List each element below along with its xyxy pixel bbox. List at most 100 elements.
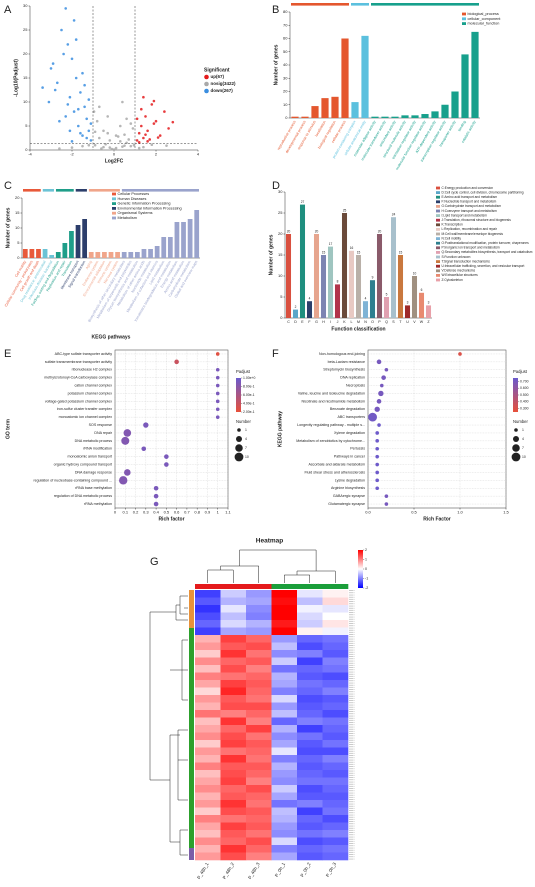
x-tick-label: F xyxy=(308,320,311,324)
dot xyxy=(153,485,159,491)
y-tick-label: 0 xyxy=(17,255,20,260)
heatmap-cell xyxy=(297,852,323,861)
y-axis-label: Number of genes xyxy=(273,44,279,85)
y-tick-label: Fluid shear stress and atherosclerosis xyxy=(304,470,365,474)
heatmap-cell xyxy=(220,695,247,703)
point xyxy=(87,129,91,133)
x-tick-label: E xyxy=(301,320,304,324)
heatmap-cell xyxy=(322,800,349,808)
x-tick-label: 1 xyxy=(217,510,220,515)
panel-label: C xyxy=(4,180,12,192)
bar xyxy=(148,249,153,258)
point xyxy=(108,139,112,142)
dot xyxy=(375,439,380,443)
legend-swatch xyxy=(436,209,440,213)
heatmap-cell xyxy=(246,807,272,816)
heatmap-cell xyxy=(322,717,349,726)
bar xyxy=(82,219,88,258)
point xyxy=(74,76,78,80)
bar xyxy=(441,104,449,118)
y-tick-label: rRNA methylation xyxy=(84,502,112,506)
column-label: P_48h_1 xyxy=(196,861,210,880)
bar xyxy=(397,255,404,318)
heatmap-cell xyxy=(322,762,349,771)
heatmap-cell xyxy=(220,807,247,816)
x-tick-label: 0.0 xyxy=(365,510,371,515)
legend-swatch xyxy=(436,223,440,227)
x-tick-label: C xyxy=(287,320,290,324)
point xyxy=(110,147,114,151)
point xyxy=(131,127,135,130)
heatmap-cell xyxy=(220,672,247,681)
heatmap-cell xyxy=(220,665,247,673)
y-tick-label: 10 xyxy=(15,225,20,230)
legend-label: E:Amino acid transport and metabolism xyxy=(442,195,498,199)
heatmap-cell xyxy=(297,725,323,733)
legend-title: Padjust xyxy=(236,369,251,374)
point xyxy=(77,107,80,111)
heatmap-cell xyxy=(271,815,298,823)
x-tick-label: H xyxy=(322,320,325,324)
y-tick-label: beta-Lactam resistance xyxy=(328,360,365,364)
point xyxy=(132,143,136,147)
legend-label: cellular_component xyxy=(468,17,502,21)
column-dendrogram xyxy=(207,549,336,583)
point xyxy=(87,98,91,101)
color-bar xyxy=(236,378,241,412)
point xyxy=(123,133,126,136)
value-label: 4 xyxy=(365,297,367,301)
y-axis-label: -Log10(Padjust) xyxy=(13,59,19,97)
legend-swatch xyxy=(436,218,440,222)
point xyxy=(119,124,122,128)
x-tick-label: M xyxy=(357,320,360,324)
legend-label: P:Inorganic ion transport and metabolism xyxy=(442,246,500,250)
x-tick-label: 2 xyxy=(155,152,158,157)
legend-label: U:Intracellular trafficking, secretion, … xyxy=(442,264,525,268)
point xyxy=(137,131,141,135)
x-tick-label: 0.8 xyxy=(194,510,200,515)
dot xyxy=(377,423,381,427)
heatmap-cell xyxy=(297,657,323,666)
heatmap-cell xyxy=(271,642,298,651)
heatmap-cell xyxy=(220,852,247,861)
legend-swatch xyxy=(436,191,440,194)
bar xyxy=(22,249,28,258)
point xyxy=(148,138,151,141)
legend-label: K:Transcription xyxy=(442,223,464,227)
y-tick-label: 10 xyxy=(283,102,288,107)
group-band xyxy=(23,189,41,192)
value-label: 17 xyxy=(329,242,333,246)
dot xyxy=(164,454,169,459)
x-tick-label: S xyxy=(392,320,395,324)
value-label: 6 xyxy=(421,288,423,292)
point xyxy=(165,144,168,147)
y-tick-label: 70 xyxy=(283,22,288,27)
heatmap-cell xyxy=(322,822,349,831)
heatmap-cell xyxy=(322,710,349,718)
point xyxy=(154,119,158,123)
heatmap-cell xyxy=(271,822,298,831)
heatmap-cell xyxy=(220,657,247,666)
dot xyxy=(215,415,220,419)
dot xyxy=(384,367,389,372)
size-legend-marker xyxy=(234,452,244,462)
heatmap-cell xyxy=(246,777,272,786)
heatmap-cell xyxy=(322,695,349,703)
heatmap-cell xyxy=(195,650,221,658)
point xyxy=(152,99,156,103)
y-tick-label: 0 xyxy=(280,315,283,320)
dot xyxy=(375,431,380,435)
heatmap-cell xyxy=(246,732,272,741)
y-tick-label: 50 xyxy=(283,49,288,54)
point xyxy=(66,103,70,106)
x-axis-label: Rich factor xyxy=(158,516,184,522)
panel-label: G xyxy=(150,556,159,568)
heatmap-cell xyxy=(297,642,323,651)
size-legend-marker xyxy=(237,428,241,432)
bar xyxy=(36,249,41,258)
point xyxy=(129,122,133,125)
legend-label: N:Cell motility xyxy=(442,236,462,240)
legend-swatch xyxy=(436,255,440,259)
y-tick-label: Pathways in cancer xyxy=(334,455,366,459)
